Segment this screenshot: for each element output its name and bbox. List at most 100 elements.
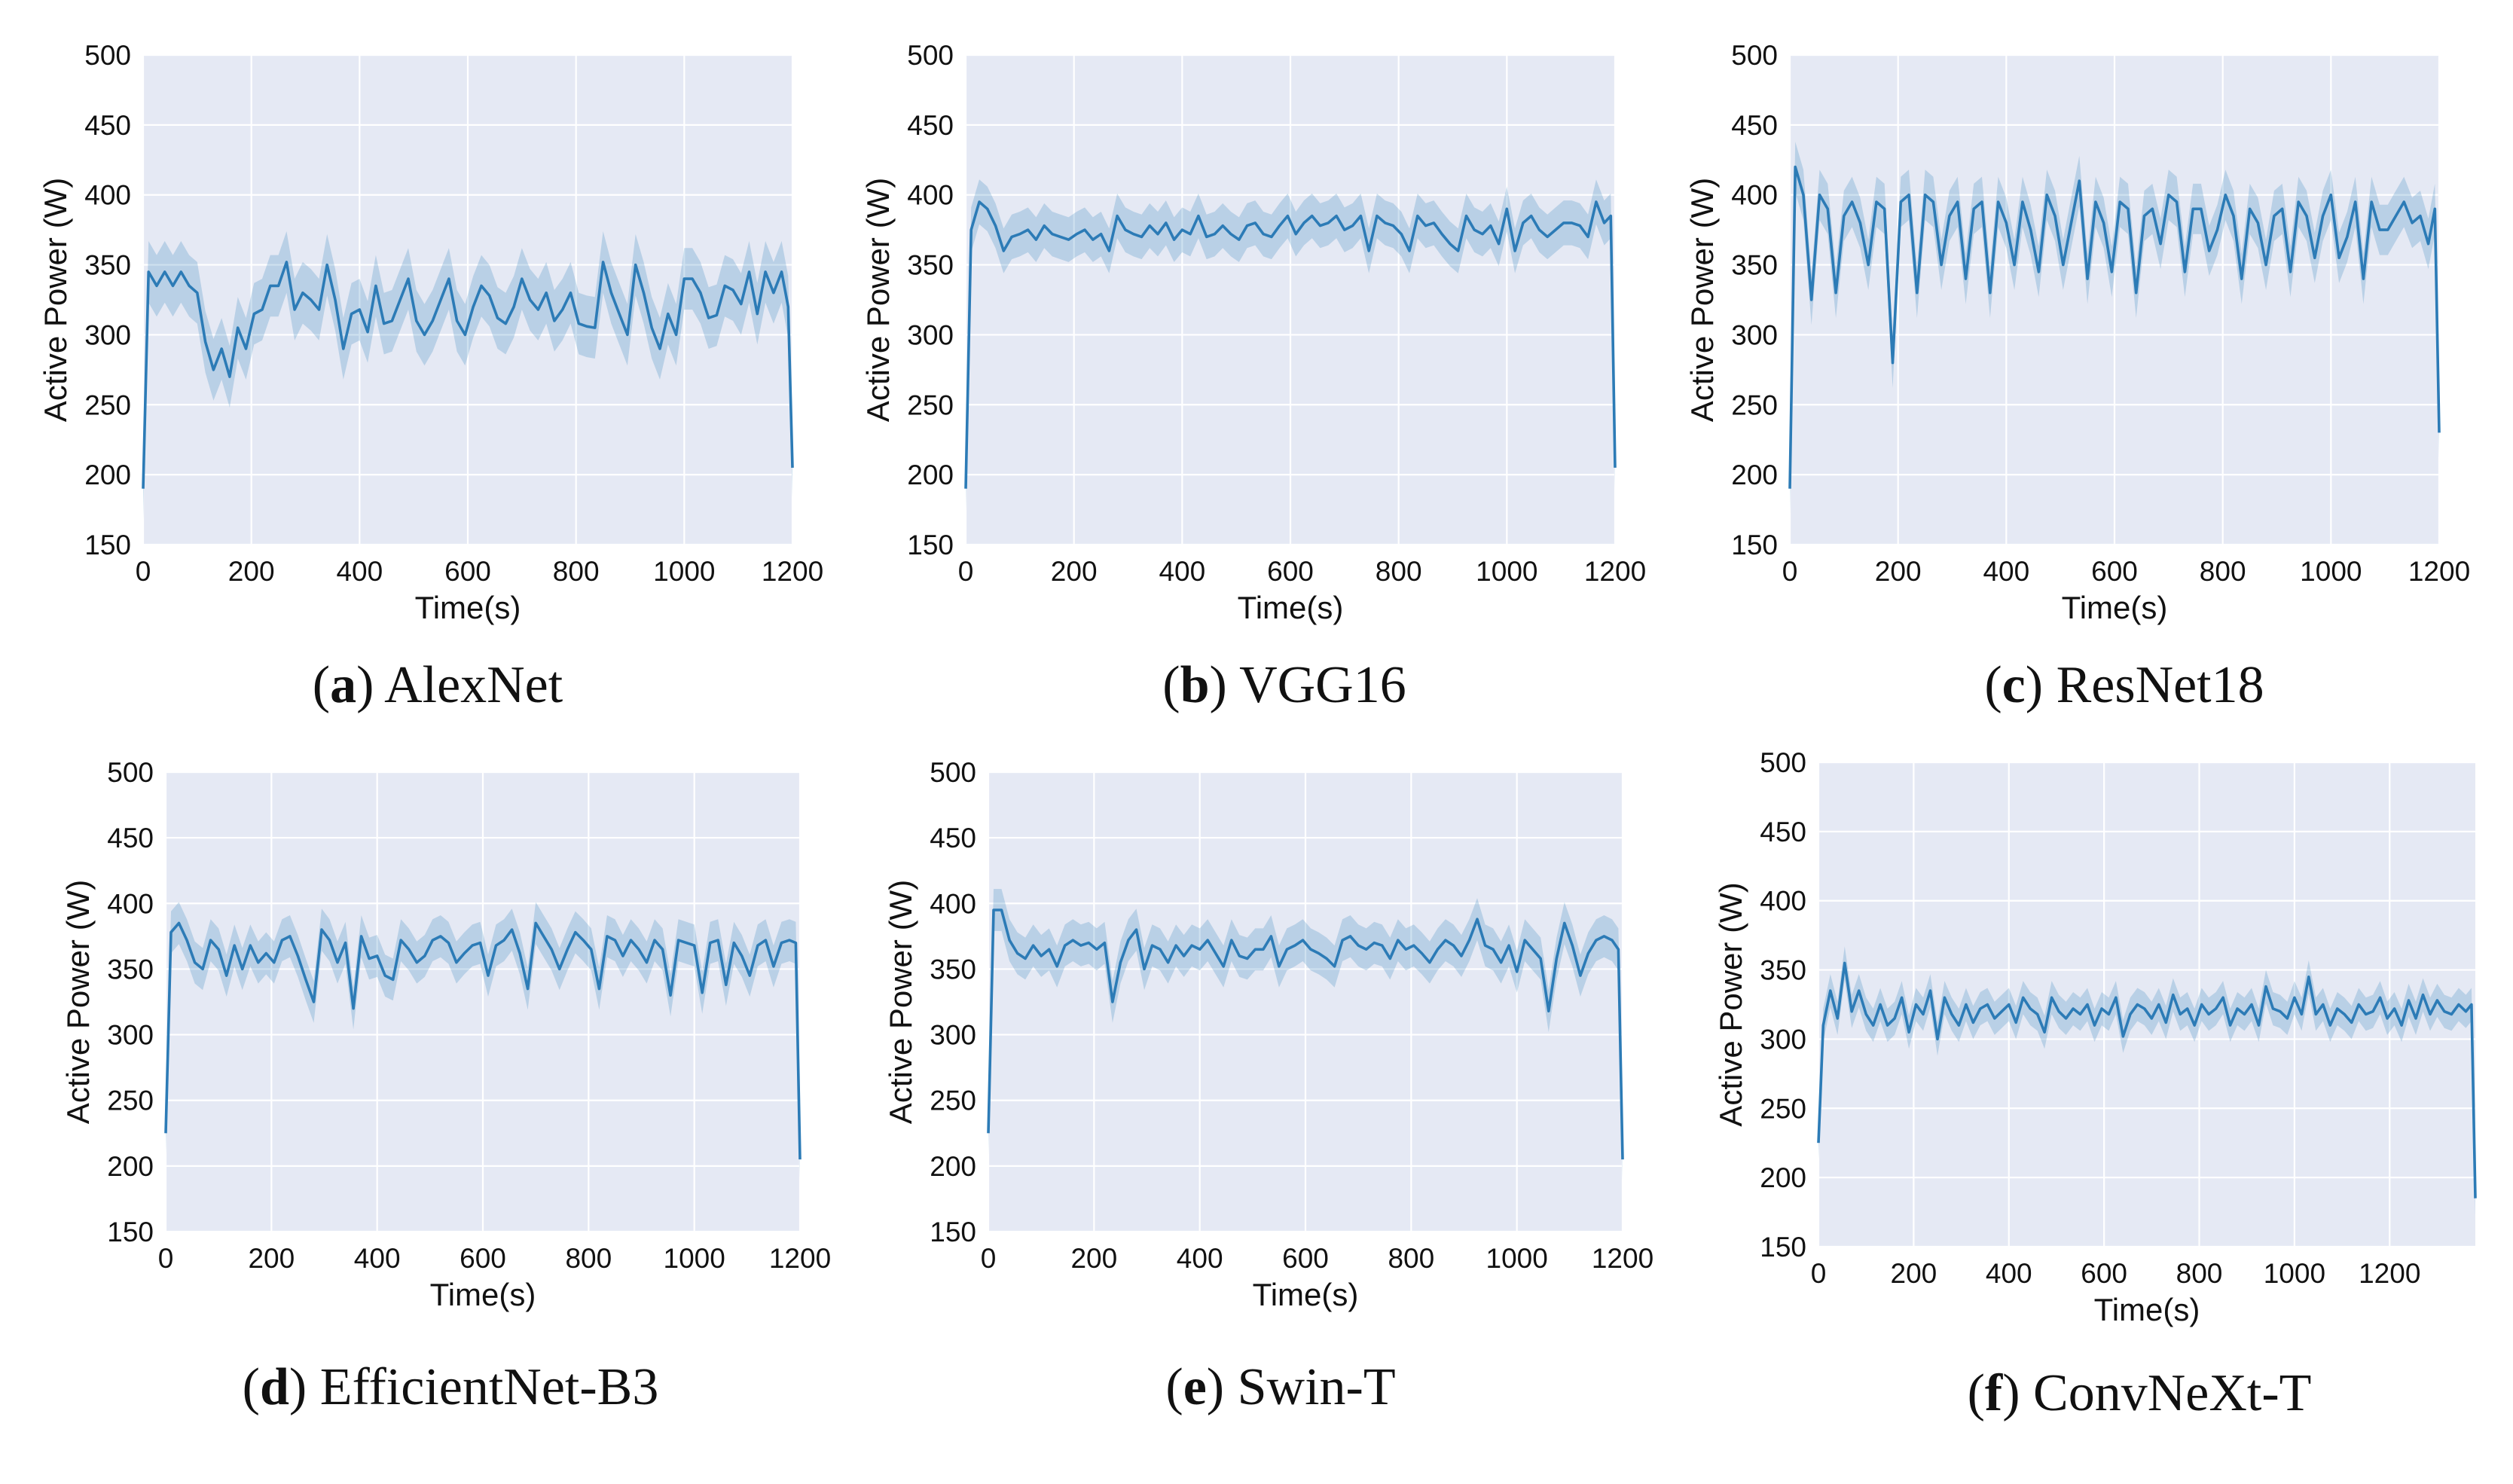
panel-caption-b: (b) VGG16 — [1162, 656, 1406, 714]
confidence-band — [1818, 946, 2475, 1215]
panel-letter: e — [1183, 1358, 1207, 1416]
x-tick-label: 800 — [2200, 556, 2246, 587]
y-tick-label: 300 — [907, 319, 954, 350]
y-tick-label: 350 — [84, 250, 131, 281]
y-tick-label: 250 — [930, 1086, 976, 1116]
x-tick-label: 1200 — [1584, 556, 1646, 587]
power-series-line — [1788, 165, 2441, 489]
chart-svg-a: 150 200 250 300 350 400 450 500 0 200 400 600 800 100… — [38, 40, 823, 625]
y-tick-label: 150 — [1760, 1232, 1806, 1263]
panel-caption-f: (f) ConvNeXt-T — [1967, 1364, 2312, 1422]
chart-panel-c: 150 200 250 300 350 400 450 500 0 200 400 600 800 100… — [1675, 0, 2513, 742]
chart-svg-d: 150 200 250 300 350 400 450 500 0 200 400 600 800 100… — [60, 757, 831, 1312]
y-tick-label: 250 — [107, 1086, 154, 1116]
y-tick-label: 150 — [930, 1217, 976, 1247]
x-axis-label: Time(s) — [1253, 1277, 1359, 1312]
y-tick-label: 400 — [907, 180, 954, 211]
y-tick-label: 200 — [107, 1151, 154, 1182]
chart-svg-e: 150 200 250 300 350 400 450 500 0 200 400 600 800 100… — [883, 757, 1653, 1312]
y-axis-label: Active Power (W) — [60, 880, 96, 1124]
panel-letter: b — [1180, 656, 1210, 714]
y-axis-label: Active Power (W) — [1713, 882, 1748, 1126]
chart-panel-e: 150 200 250 300 350 400 450 500 0 200 400 600 800 100… — [838, 742, 1675, 1484]
y-tick-label: 150 — [84, 530, 131, 560]
y-tick-label: 350 — [107, 954, 154, 985]
panel-model-name: ResNet18 — [2056, 656, 2264, 714]
y-tick-label: 400 — [107, 888, 154, 919]
panel-caption-a: (a) AlexNet — [312, 656, 563, 714]
x-tick-label: 400 — [336, 556, 383, 587]
panel-letter: c — [2002, 656, 2026, 714]
y-axis-label: Active Power (W) — [38, 178, 73, 422]
x-tick-label: 0 — [981, 1243, 997, 1274]
x-axis-label: Time(s) — [2062, 590, 2168, 625]
x-tick-label: 1000 — [2264, 1258, 2325, 1289]
x-tick-label: 200 — [248, 1243, 295, 1274]
chart-svg-c: 150 200 250 300 350 400 450 500 0 200 400 600 800 100… — [1684, 40, 2470, 625]
y-tick-label: 450 — [107, 823, 154, 853]
power-series-line — [1817, 961, 2477, 1198]
y-tick-label: 500 — [907, 40, 954, 71]
y-tick-label: 400 — [1731, 180, 1778, 211]
x-axis-label: Time(s) — [415, 590, 521, 625]
x-tick-label: 400 — [1983, 556, 2029, 587]
x-tick-label: 0 — [1782, 556, 1798, 587]
y-tick-label: 400 — [1760, 886, 1806, 917]
x-tick-label: 600 — [2081, 1258, 2127, 1289]
confidence-band — [966, 179, 1615, 511]
x-tick-label: 0 — [1811, 1258, 1827, 1289]
x-tick-label: 600 — [2091, 556, 2138, 587]
x-axis-label: Time(s) — [2094, 1292, 2200, 1327]
x-tick-label: 800 — [553, 556, 600, 587]
panel-model-name: EfficientNet-B3 — [319, 1358, 659, 1416]
x-tick-label: 600 — [444, 556, 491, 587]
y-tick-label: 450 — [1760, 817, 1806, 847]
y-tick-label: 250 — [1760, 1093, 1806, 1124]
x-tick-label: 200 — [1070, 1243, 1117, 1274]
y-axis-label: Active Power (W) — [883, 880, 918, 1124]
x-tick-label: 0 — [158, 1243, 174, 1274]
y-tick-label: 300 — [1760, 1024, 1806, 1055]
x-tick-label: 400 — [354, 1243, 401, 1274]
y-tick-label: 400 — [84, 180, 131, 211]
y-axis-label: Active Power (W) — [860, 178, 896, 422]
y-tick-label: 500 — [1760, 747, 1806, 778]
y-tick-label: 500 — [84, 40, 131, 71]
x-tick-label: 1200 — [762, 556, 823, 587]
panel-caption-d: (d) EfficientNet-B3 — [242, 1358, 659, 1416]
y-tick-label: 500 — [107, 757, 154, 788]
y-tick-label: 400 — [930, 888, 976, 919]
panel-model-name: Swin-T — [1237, 1358, 1396, 1416]
y-tick-label: 200 — [907, 460, 954, 490]
x-tick-label: 1000 — [2300, 556, 2362, 587]
panel-letter: f — [1984, 1364, 2003, 1422]
x-tick-label: 1200 — [1592, 1243, 1653, 1274]
y-tick-label: 450 — [84, 110, 131, 141]
x-tick-label: 1200 — [2359, 1258, 2420, 1289]
power-series-line — [142, 261, 794, 489]
panel-model-name: VGG16 — [1239, 656, 1406, 714]
panel-model-name: AlexNet — [384, 656, 563, 714]
x-tick-label: 1000 — [1486, 1243, 1548, 1274]
y-tick-label: 250 — [1731, 389, 1778, 420]
y-tick-label: 150 — [107, 1217, 154, 1247]
chart-panel-d: 150 200 250 300 350 400 450 500 0 200 400 600 800 100… — [0, 742, 838, 1484]
y-tick-label: 500 — [930, 757, 976, 788]
panel-model-name: ConvNeXt-T — [2033, 1364, 2312, 1422]
chart-panel-b: 150 200 250 300 350 400 450 500 0 200 400 600 800 100… — [838, 0, 1675, 742]
y-tick-label: 200 — [1760, 1162, 1806, 1193]
x-tick-label: 800 — [565, 1243, 612, 1274]
x-tick-label: 800 — [1388, 1243, 1434, 1274]
power-series-line — [964, 200, 1617, 489]
y-tick-label: 350 — [907, 250, 954, 281]
panel-letter: a — [330, 656, 357, 714]
x-tick-label: 200 — [1051, 556, 1098, 587]
chart-svg-f: 150 200 250 300 350 400 450 500 0 200 400 600 800 100… — [1713, 747, 2477, 1327]
x-axis-label: Time(s) — [1238, 590, 1344, 625]
y-tick-label: 350 — [1731, 250, 1778, 281]
power-series-line — [987, 908, 1624, 1160]
x-tick-label: 400 — [1177, 1243, 1223, 1274]
x-tick-label: 1200 — [2408, 556, 2470, 587]
x-tick-label: 600 — [460, 1243, 506, 1274]
